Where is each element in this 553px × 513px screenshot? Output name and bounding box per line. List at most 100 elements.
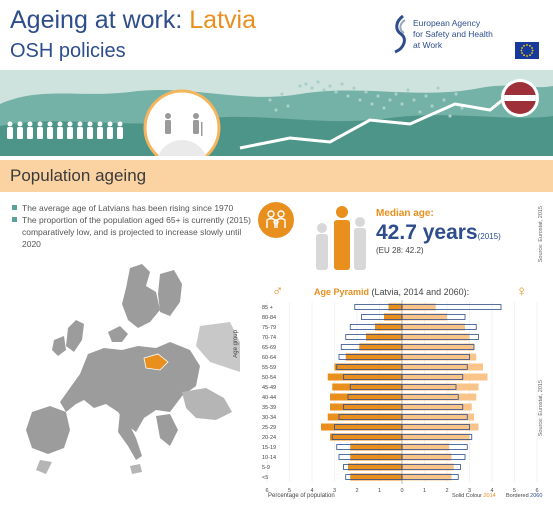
age-group-label: 15-19 — [262, 445, 276, 451]
bar-female-2014 — [402, 373, 488, 381]
bar-female-2060 — [401, 384, 457, 390]
pyramid-title: Age Pyramid (Latvia, 2014 and 2060): — [314, 287, 469, 297]
agency-line: European Agency — [413, 18, 481, 28]
agency-line: at Work — [413, 40, 443, 50]
bar-female-2060 — [401, 394, 459, 400]
agency-line: for Safety and Health — [413, 29, 493, 39]
bullet-marker-icon — [12, 217, 17, 222]
people-silhouettes-icon — [316, 206, 366, 270]
bar-male-2014 — [334, 363, 402, 371]
bar-male-2014 — [350, 453, 402, 461]
age-axis-label: Age group — [233, 330, 239, 358]
male-symbol-icon: ♂ — [272, 283, 284, 300]
bar-male-2014 — [330, 433, 402, 441]
bar-female-2014 — [402, 443, 450, 451]
bar-male-2014 — [327, 413, 402, 421]
x-tick-label: 2 — [445, 488, 448, 494]
age-group-label: 65-69 — [262, 345, 276, 351]
x-tick-label: 5 — [513, 488, 516, 494]
female-symbol-icon: ♀ — [516, 283, 528, 300]
bar-female-2014 — [402, 333, 470, 341]
legend-bordered-year: 2060 — [530, 493, 543, 499]
bar-female-2060 — [401, 424, 470, 430]
age-group-label: 60-64 — [262, 355, 276, 361]
x-tick-label: 1 — [423, 488, 426, 494]
age-group-label: 10-14 — [262, 455, 276, 461]
bar-female-2014 — [402, 393, 477, 401]
x-tick-label: 0 — [400, 488, 403, 494]
age-pyramid-chart: 85 + 80-84 75-79 70-74 65-69 60-64 55-59 50-54 4… — [262, 300, 539, 494]
bullet-item: The average age of Latvians has been ris… — [12, 202, 250, 214]
bar-female-2014 — [402, 313, 447, 321]
bar-female-2014 — [402, 413, 474, 421]
age-group-label: 70-74 — [262, 335, 276, 341]
bar-female-2014 — [402, 473, 452, 481]
age-group-label: 45-49 — [262, 385, 276, 391]
x-tick-label: 4 — [310, 488, 313, 494]
bar-female-2014 — [402, 433, 470, 441]
legend-solid-year: 2014 — [483, 493, 496, 499]
age-group-label: 85 + — [262, 305, 273, 311]
elderly-people-circle-icon — [143, 89, 221, 156]
x-tick-label: 4 — [490, 488, 493, 494]
bar-female-2014 — [402, 303, 436, 311]
page-title: Ageing at work: Latvia — [10, 6, 256, 35]
x-tick-label: 6 — [265, 488, 268, 494]
bar-female-2060 — [401, 404, 464, 410]
bar-female-2060 — [401, 454, 466, 460]
bar-female-2060 — [401, 354, 470, 360]
x-tick-label: 6 — [535, 488, 538, 494]
bar-male-2014 — [366, 333, 402, 341]
age-group-label: 40-44 — [262, 395, 276, 401]
bar-female-2014 — [402, 423, 479, 431]
age-group-label: 30-34 — [262, 415, 276, 421]
age-group-label: 25-29 — [262, 425, 276, 431]
x-tick-label: 1 — [378, 488, 381, 494]
bar-male-2014 — [375, 323, 402, 331]
bar-female-2060 — [401, 314, 466, 320]
bar-female-2014 — [402, 363, 483, 371]
bar-female-2060 — [401, 324, 477, 330]
bar-female-2014 — [402, 383, 479, 391]
trend-line — [239, 80, 526, 150]
title-prefix: Ageing at work: — [10, 6, 190, 34]
bar-female-2060 — [401, 364, 468, 370]
median-age-value: 42.7 years(2015) — [376, 221, 501, 245]
bullet-marker-icon — [12, 205, 17, 210]
age-group-label: 20-24 — [262, 435, 276, 441]
bar-female-2060 — [401, 434, 473, 440]
age-group-label: 5-9 — [262, 465, 270, 471]
bar-female-2060 — [401, 414, 468, 420]
age-group-label: 35-39 — [262, 405, 276, 411]
median-age-label: Median age: — [376, 208, 434, 219]
bullet-text: The average age of Latvians has been ris… — [22, 203, 234, 213]
bar-female-2014 — [402, 353, 477, 361]
legend-solid: Solid Colour 2014 — [452, 493, 496, 499]
x-tick-label: 3 — [468, 488, 471, 494]
latvia-flag-icon — [501, 79, 539, 117]
pyramid-title-sub: (Latvia, 2014 and 2060): — [369, 287, 470, 297]
legend-solid-label: Solid Colour — [452, 493, 482, 499]
bar-female-2014 — [402, 463, 454, 471]
bar-female-2014 — [402, 453, 452, 461]
bar-female-2014 — [402, 323, 465, 331]
bar-female-2060 — [401, 344, 475, 350]
median-age-eu: (EU 28: 42.2) — [376, 246, 424, 255]
median-source: Source: Eurostat, 2015 — [538, 206, 544, 263]
title-country: Latvia — [189, 6, 256, 34]
median-age-year: (2015) — [477, 232, 501, 241]
x-tick-label: 3 — [333, 488, 336, 494]
x-tick-label: 5 — [288, 488, 291, 494]
bar-female-2060 — [401, 304, 502, 310]
section-title: Population ageing — [10, 166, 147, 185]
bar-male-2014 — [330, 403, 402, 411]
header-banner — [0, 70, 553, 156]
bar-male-2014 — [350, 473, 402, 481]
bullet-item: The proportion of the population aged 65… — [12, 214, 260, 250]
bar-male-2014 — [321, 423, 402, 431]
bar-female-2060 — [401, 334, 479, 340]
x-tick-label: 2 — [355, 488, 358, 494]
bar-female-2060 — [401, 374, 464, 380]
bar-male-2014 — [359, 343, 402, 351]
family-icon — [258, 202, 294, 238]
